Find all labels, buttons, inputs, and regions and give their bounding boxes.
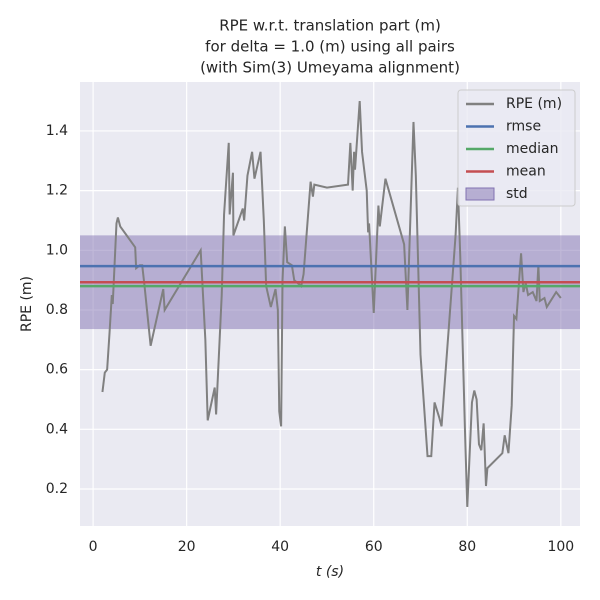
x-tick-label: 100	[547, 539, 574, 555]
legend-label: rmse	[506, 119, 541, 135]
y-tick-label: 1.2	[46, 183, 68, 199]
data-line	[101, 101, 562, 507]
legend-label: std	[506, 186, 528, 202]
x-tick-label: 0	[89, 539, 98, 555]
x-axis-label: t (s)	[316, 564, 344, 580]
y-tick-label: 0.8	[46, 302, 68, 318]
chart-title: (with Sim(3) Umeyama alignment)	[200, 59, 460, 77]
chart-title: for delta = 1.0 (m) using all pairs	[205, 38, 455, 56]
legend-label: RPE (m)	[506, 96, 562, 112]
y-tick-label: 1.0	[46, 242, 68, 258]
x-tick-label: 40	[271, 539, 289, 555]
x-tick-label: 80	[458, 539, 476, 555]
y-tick-label: 1.4	[46, 123, 68, 139]
y-tick-label: 0.6	[46, 362, 68, 378]
legend-label: mean	[506, 164, 546, 180]
legend-box	[457, 89, 576, 207]
legend-swatch	[465, 187, 495, 201]
y-tick-label: 0.2	[46, 481, 68, 497]
x-tick-label: 60	[365, 539, 383, 555]
y-axis-label: RPE (m)	[19, 276, 35, 332]
y-tick-label: 0.4	[46, 421, 68, 437]
x-tick-label: 20	[178, 539, 196, 555]
chart-title: RPE w.r.t. translation part (m)	[219, 17, 441, 35]
legend-label: median	[506, 141, 558, 157]
